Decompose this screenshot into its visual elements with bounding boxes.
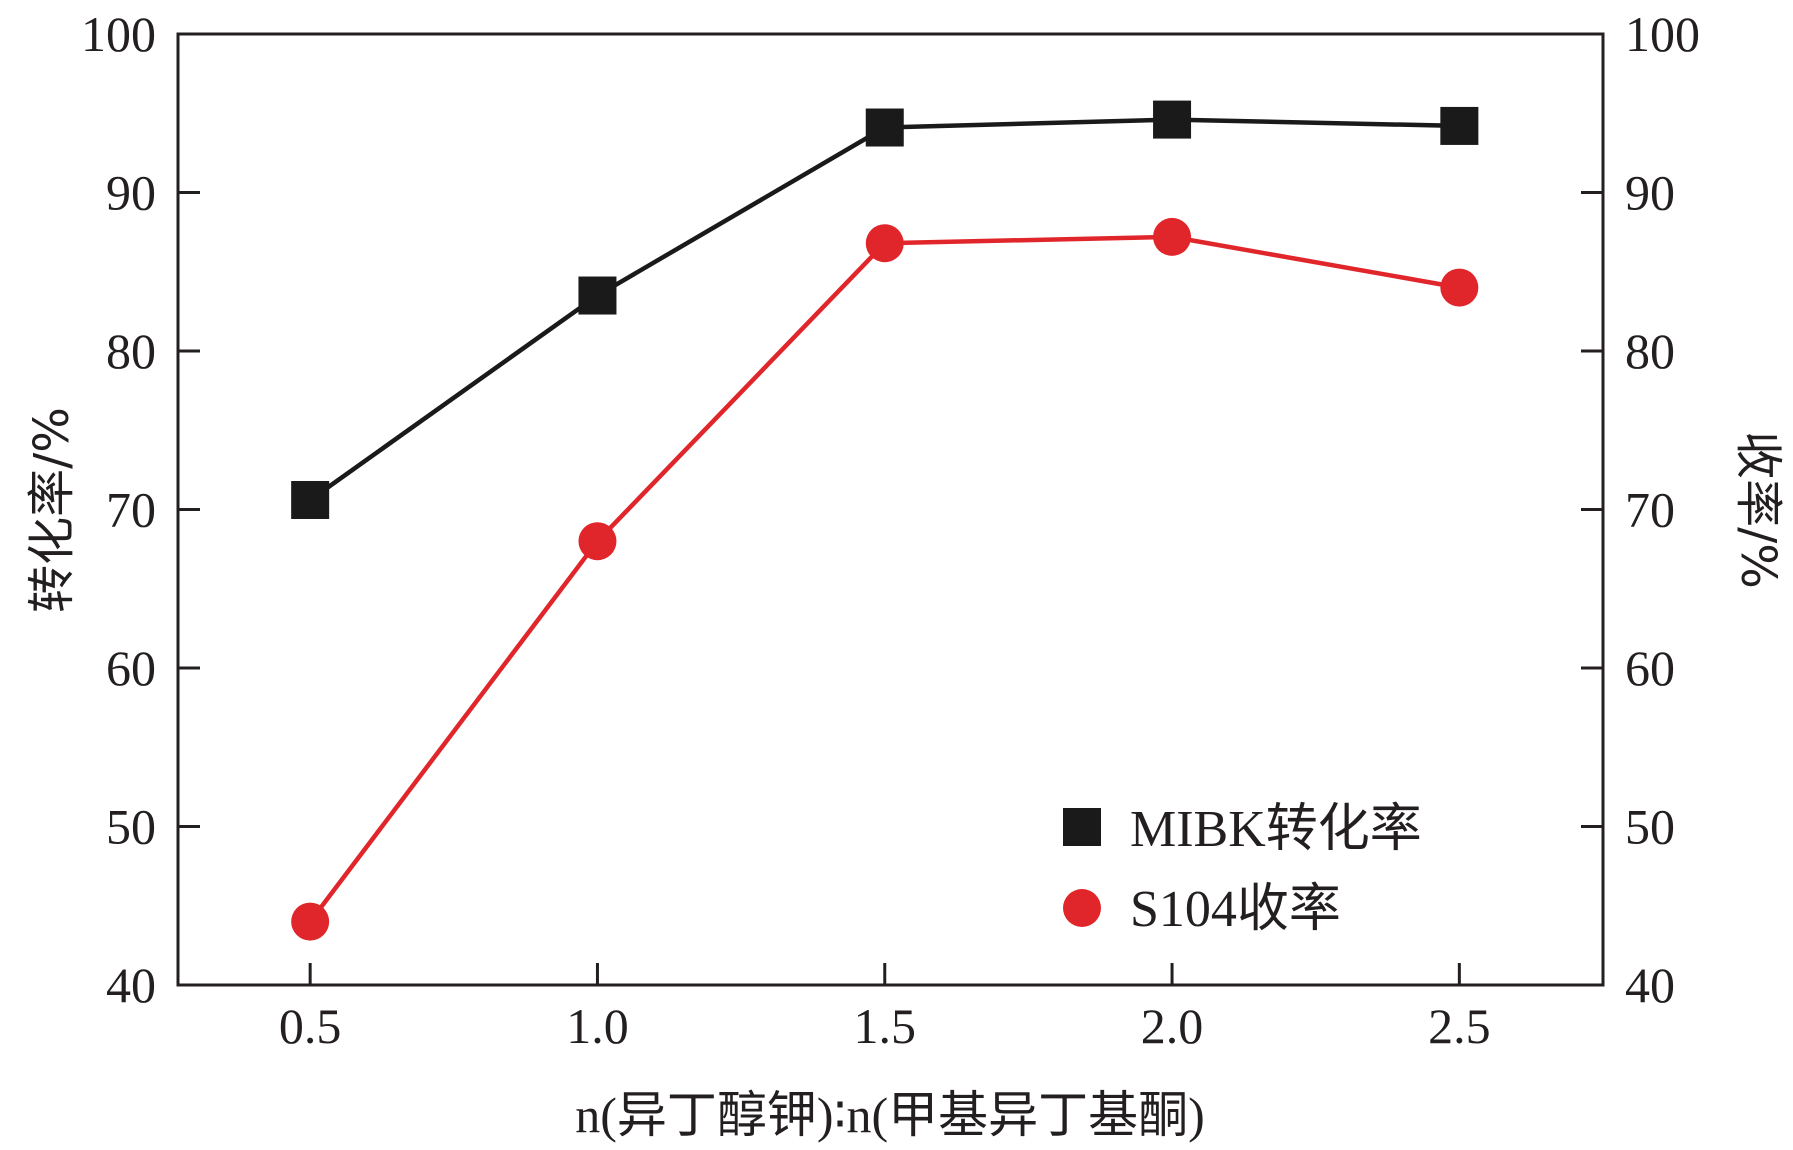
legend-marker-mibk <box>1063 808 1101 846</box>
data-point-mibk <box>291 480 330 519</box>
legend-label-s104: S104收率 <box>1130 881 1341 938</box>
data-point-mibk <box>865 108 904 147</box>
legend-label-mibk: MIBK转化率 <box>1130 801 1422 858</box>
y-tick-label-right: 50 <box>1625 799 1675 855</box>
x-tick-label: 1.5 <box>854 998 917 1054</box>
x-tick-label: 0.5 <box>279 998 342 1054</box>
legend: MIBK转化率 S104收率 <box>1063 801 1422 938</box>
y-tick-label-left: 90 <box>106 165 156 221</box>
y-tick-label-left: 50 <box>106 799 156 855</box>
data-point-s104 <box>291 902 330 941</box>
y-tick-label-left: 40 <box>106 957 156 1013</box>
x-tick-label: 2.5 <box>1428 998 1491 1054</box>
y-tick-label-right: 40 <box>1625 957 1675 1013</box>
data-point-s104 <box>1440 268 1479 307</box>
x-tick-label: 1.0 <box>566 998 629 1054</box>
data-point-mibk <box>578 276 617 315</box>
y-axis-title-left: 转化率/% <box>24 407 80 613</box>
data-point-s104 <box>578 522 617 561</box>
data-point-s104 <box>865 224 904 263</box>
y-tick-label-left: 60 <box>106 640 156 696</box>
data-point-s104 <box>1153 217 1192 256</box>
y-tick-label-right: 70 <box>1625 482 1675 538</box>
y-tick-label-right: 100 <box>1625 6 1700 62</box>
x-tick-label: 2.0 <box>1141 998 1204 1054</box>
x-axis-title: n(异丁醇钾)∶n(甲基异丁基酮) <box>575 1087 1205 1143</box>
series-line-0 <box>308 117 1460 502</box>
data-point-mibk <box>1440 106 1479 145</box>
ticks-layer: 40 40 50 50 60 60 70 70 80 80 90 90 100 100 0.5 1.0 1.5 2… <box>81 6 1700 1054</box>
y-tick-label-left: 80 <box>106 323 156 379</box>
y-tick-label-right: 80 <box>1625 323 1675 379</box>
series-layer <box>291 100 1479 941</box>
y-tick-label-right: 90 <box>1625 165 1675 221</box>
y-tick-label-right: 60 <box>1625 640 1675 696</box>
legend-marker-s104 <box>1063 889 1101 927</box>
y-tick-label-left: 70 <box>106 482 156 538</box>
y-axis-title-right: 收率/% <box>1730 431 1786 589</box>
data-point-mibk <box>1153 100 1192 139</box>
y-tick-label-left: 100 <box>81 6 156 62</box>
